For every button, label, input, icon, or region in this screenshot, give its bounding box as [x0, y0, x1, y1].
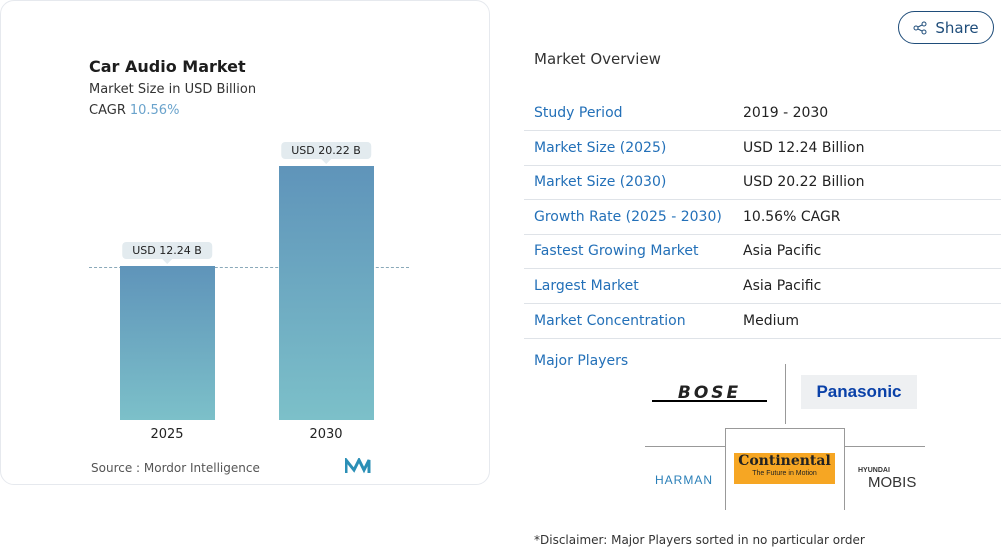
row-label: Growth Rate (2025 - 2030) — [534, 208, 722, 225]
overview-row: Market Concentration Medium — [524, 304, 1001, 339]
chart-card: Car Audio Market Market Size in USD Bill… — [0, 0, 490, 485]
row-label: Market Size (2030) — [534, 174, 667, 191]
share-icon — [913, 21, 927, 34]
source: Source : Mordor Intelligence — [91, 461, 260, 475]
continental-logo: Continental The Future in Motion — [734, 453, 835, 484]
row-value: USD 20.22 Billion — [743, 174, 865, 191]
mordor-logo-icon — [345, 458, 371, 474]
chart-title: Car Audio Market — [89, 57, 246, 76]
row-label: Fastest Growing Market — [534, 243, 699, 260]
overview-row: Fastest Growing Market Asia Pacific — [524, 234, 1001, 270]
overview-row: Study Period 2019 - 2030 — [524, 96, 1001, 131]
major-players-label: Major Players — [534, 353, 629, 369]
row-label: Study Period — [534, 105, 623, 121]
data-label: USD 12.24 B — [122, 242, 212, 265]
row-value: 2019 - 2030 — [743, 105, 829, 121]
row-label: Largest Market — [534, 278, 639, 294]
data-label: USD 20.22 B — [281, 142, 371, 164]
share-label: Share — [935, 18, 979, 37]
row-value: USD 12.24 Billion — [743, 139, 865, 156]
x-tick-label: 2030 — [309, 427, 343, 442]
overview-row: Market Size (2025) USD 12.24 Billion — [524, 131, 1001, 166]
bar-2030 — [278, 166, 374, 420]
continental-tagline: The Future in Motion — [752, 470, 817, 477]
bose-logo: BOSE — [652, 385, 767, 402]
row-value: 10.56% CAGR — [743, 208, 841, 225]
row-value: Asia Pacific — [743, 243, 822, 260]
mobis-logo: MOBIS — [868, 474, 917, 491]
x-tick-label: 2025 — [150, 427, 184, 442]
overview-title: Market Overview — [534, 50, 661, 68]
disclaimer: *Disclaimer: Major Players sorted in no … — [534, 533, 865, 547]
panasonic-logo: Panasonic — [801, 375, 917, 409]
overview-row: Market Size (2030) USD 20.22 Billion — [524, 165, 1001, 201]
harman-logo: HARMAN — [655, 473, 714, 487]
row-label: Market Concentration — [534, 312, 686, 329]
overview-row: Largest Market Asia Pacific — [524, 269, 1001, 304]
hyundai-label: HYUNDAI — [858, 467, 890, 474]
overview-row: Growth Rate (2025 - 2030) 10.56% CAGR — [524, 200, 1001, 235]
chart-subtitle: Market Size in USD Billion — [89, 82, 257, 97]
row-value: Medium — [743, 312, 799, 329]
continental-name: Continental — [738, 453, 831, 469]
cagr: CAGR 10.56% — [89, 103, 179, 118]
bar-2025 — [119, 266, 215, 420]
cagr-value: 10.56% — [129, 103, 180, 118]
cagr-label: CAGR — [89, 103, 126, 118]
row-value: Asia Pacific — [743, 278, 822, 294]
share-button[interactable]: Share — [898, 11, 994, 44]
row-label: Market Size (2025) — [534, 139, 667, 156]
reference-line — [89, 267, 409, 268]
